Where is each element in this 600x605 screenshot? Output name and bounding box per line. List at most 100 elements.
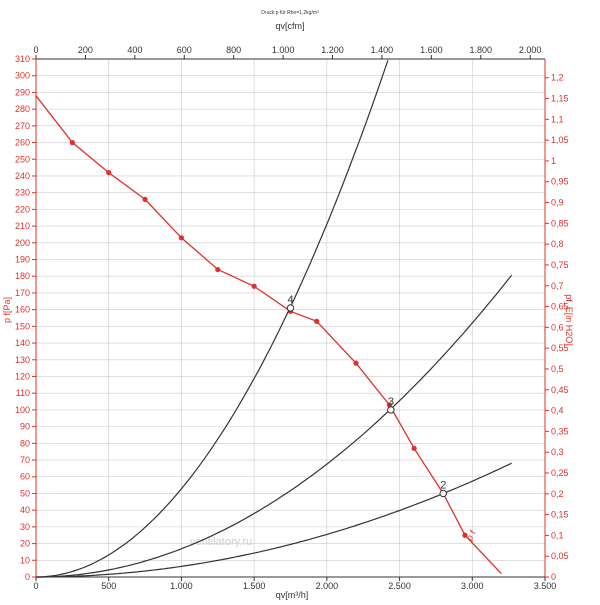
system-curve-2 — [36, 462, 512, 578]
y-left-tick-label: 310 — [15, 54, 30, 64]
x-top-tick-label: 400 — [127, 45, 142, 55]
y-left-tick-label: 170 — [15, 288, 30, 298]
fan-curve-point — [411, 445, 417, 451]
y-right-tick-label: 1,1 — [551, 114, 564, 124]
y-left-tick-label: 230 — [15, 188, 30, 198]
y-right-tick-label: 0,5 — [551, 364, 564, 374]
x-bottom-tick-label: 3.500 — [534, 581, 557, 591]
operating-point-label-3: 3 — [388, 396, 394, 408]
x-top-tick-label: 2.000 — [519, 45, 542, 55]
x-top-tick-label: 200 — [78, 45, 93, 55]
y-right-tick-label: 0,9 — [551, 198, 564, 208]
y-left-tick-label: 110 — [16, 388, 30, 398]
y-left-tick-label: 100 — [15, 405, 30, 415]
y-left-tick-label: 190 — [15, 255, 30, 265]
operating-point-label-4: 4 — [288, 294, 294, 306]
operating-point-label-2: 2 — [440, 479, 446, 491]
y-left-tick-label: 200 — [15, 238, 30, 248]
y-right-tick-label: 0,25 — [551, 468, 569, 478]
y-left-tick-label: 70 — [20, 455, 30, 465]
x-top-tick-label: 1.800 — [469, 45, 492, 55]
y-right-tick-label: 0,55 — [551, 343, 569, 353]
y-left-tick-label: 160 — [15, 305, 30, 315]
fan-curve-line — [35, 95, 502, 575]
x-bottom-tick-label: 500 — [101, 581, 116, 591]
x-bottom-tick-label: 3.000 — [461, 581, 484, 591]
x-bottom-tick-label: 1.000 — [170, 581, 193, 591]
y-left-tick-label: 130 — [15, 355, 30, 365]
y-left-tick-label: 120 — [15, 371, 30, 381]
system-curve-4 — [36, 60, 389, 578]
y-left-tick-label: 210 — [15, 221, 30, 231]
y-left-axis-title: p f[Pa] — [2, 297, 12, 323]
x-bottom-axis-title: qv[m³/h] — [276, 590, 309, 600]
y-right-tick-label: 0,15 — [551, 510, 569, 520]
y-left-tick-label: 50 — [20, 488, 30, 498]
fan-curve-point — [69, 139, 75, 146]
fan-curve-point — [462, 532, 468, 538]
y-right-tick-label: 0,1 — [551, 530, 564, 540]
y-right-tick-label: 1 — [551, 156, 556, 166]
y-left-tick-label: 80 — [20, 438, 30, 448]
y-right-tick-label: 0,65 — [551, 302, 569, 312]
chart-title: Druck p für Rho=1,2kg/m³ — [261, 10, 319, 16]
operating-point-2 — [439, 489, 447, 498]
y-right-tick-label: 1,2 — [551, 73, 564, 83]
grid — [35, 58, 546, 578]
system-curve-3 — [36, 274, 513, 578]
fan-curve-point — [215, 266, 221, 273]
x-top-tick-label: 600 — [177, 45, 192, 55]
y-left-tick-label: 280 — [15, 104, 30, 114]
y-left-tick-label: 250 — [15, 154, 30, 164]
y-right-tick-label: 0,35 — [551, 426, 569, 436]
fan-curve-point — [314, 318, 320, 324]
y-right-tick-label: 0,95 — [551, 177, 569, 187]
y-right-tick-label: 0 — [551, 572, 556, 582]
y-left-tick-label: 10 — [20, 555, 30, 565]
x-top-tick-label: 1.200 — [321, 45, 344, 55]
fan-curve-point — [353, 360, 359, 366]
y-right-tick-label: 0,8 — [551, 239, 564, 249]
y-right-tick-label: 0,6 — [551, 322, 564, 332]
operating-point-3 — [387, 406, 395, 414]
y-right-tick-label: 0,7 — [551, 281, 564, 291]
y-left-tick-label: 290 — [15, 87, 30, 97]
x-top-tick-label: 1.600 — [420, 45, 443, 55]
y-right-tick-label: 0,4 — [551, 406, 564, 416]
y-right-tick-label: 1,05 — [551, 135, 569, 145]
y-right-tick-label: 0,85 — [551, 218, 569, 228]
x-bottom-tick-label: 2.500 — [388, 581, 411, 591]
fan-curve-label: p f — [464, 528, 478, 542]
y-left-tick-label: 220 — [15, 204, 30, 214]
y-right-tick-label: 0,45 — [551, 385, 569, 395]
fan-curve-point — [251, 283, 257, 289]
y-right-axis-title: pf_E[in H2O] — [564, 294, 574, 346]
y-left-tick-label: 240 — [15, 171, 30, 181]
x-top-tick-label: 1.000 — [272, 45, 295, 55]
x-top-tick-label: 1.400 — [371, 45, 394, 55]
fan-curve-point — [142, 196, 148, 202]
y-right-tick-label: 0,3 — [551, 447, 564, 457]
y-left-tick-label: 30 — [20, 522, 30, 532]
fan-curve-point — [386, 402, 392, 408]
y-left-tick-label: 150 — [15, 321, 30, 331]
y-right-tick-label: 0,05 — [551, 551, 569, 561]
x-top-tick-label: 800 — [226, 45, 241, 55]
y-left-tick-label: 270 — [15, 121, 30, 131]
x-top-axis-title: qv[cfm] — [275, 21, 304, 31]
y-right-tick-label: 1,15 — [551, 94, 569, 104]
y-left-tick-label: 260 — [15, 138, 30, 148]
y-left-tick-label: 180 — [15, 271, 30, 281]
x-bottom-tick-label: 1.500 — [243, 581, 266, 591]
y-left-tick-label: 60 — [20, 472, 30, 482]
fan-curve-point — [178, 235, 185, 241]
y-left-tick-label: 90 — [20, 422, 30, 432]
fan-curve-point — [106, 170, 112, 176]
curves: p f — [35, 60, 513, 578]
y-left-tick-label: 300 — [15, 71, 30, 81]
y-left-tick-label: 140 — [15, 338, 30, 348]
axes — [35, 58, 546, 578]
x-bottom-tick-label: 2.000 — [316, 581, 339, 591]
x-bottom-tick-label: 0 — [33, 581, 38, 591]
